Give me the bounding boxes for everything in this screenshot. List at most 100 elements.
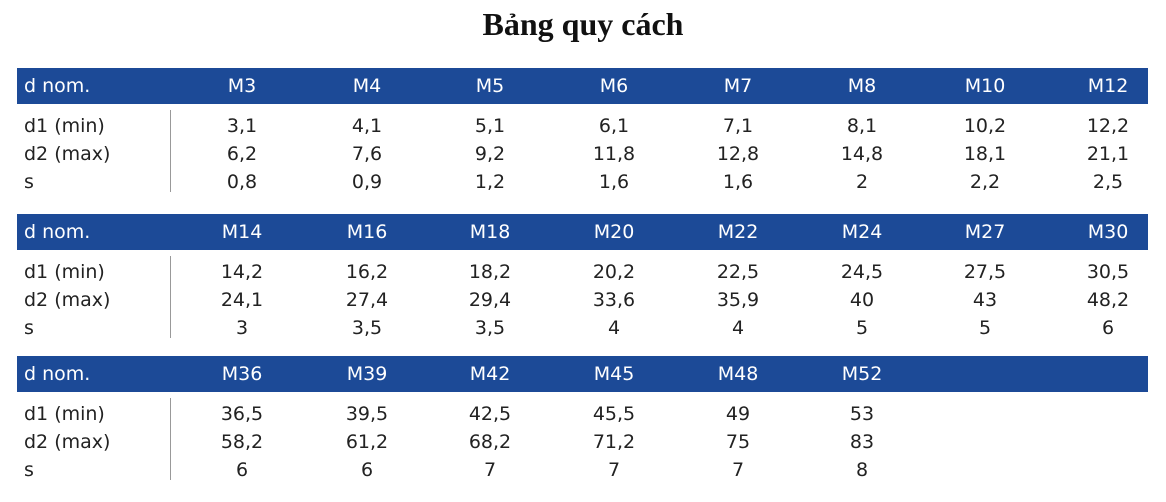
value: 48,2 [1086,289,1130,311]
value: 3 [235,317,249,339]
header-size: M12 [1087,75,1129,97]
value: 5,1 [474,115,506,137]
value: 61,2 [345,431,389,453]
value: 30,5 [1086,261,1130,283]
value: 14,8 [840,143,884,165]
value: 7,1 [722,115,754,137]
header-size: M36 [221,363,263,385]
value: 6 [1101,317,1115,339]
header-size: M8 [847,75,877,97]
header-size: M7 [723,75,753,97]
value: 7 [731,459,745,481]
header-bar [17,68,1148,104]
value: 2 [855,171,869,193]
header-bar [17,356,1148,392]
divider [170,256,171,338]
header-size: M39 [346,363,388,385]
value: 14,2 [220,261,264,283]
row-label: d2 (max) [24,431,111,453]
value: 1,6 [722,171,754,193]
value: 24,1 [220,289,264,311]
value: 6,2 [226,143,258,165]
value: 12,2 [1086,115,1130,137]
row-label: s [24,459,34,481]
header-size: M22 [717,221,759,243]
row-label: s [24,317,34,339]
value: 22,5 [716,261,760,283]
value: 7 [483,459,497,481]
header-size: M14 [221,221,263,243]
value: 8 [855,459,869,481]
value: 4,1 [351,115,383,137]
value: 8,1 [846,115,878,137]
header-size: M24 [841,221,883,243]
value: 7,6 [351,143,383,165]
value: 36,5 [220,403,264,425]
value: 71,2 [592,431,636,453]
value: 39,5 [345,403,389,425]
value: 20,2 [592,261,636,283]
value: 58,2 [220,431,264,453]
divider [170,398,171,480]
value: 11,8 [592,143,636,165]
value: 5 [978,317,992,339]
header-size: M48 [717,363,759,385]
value: 18,2 [468,261,512,283]
value: 35,9 [716,289,760,311]
row-label: d1 (min) [24,261,105,283]
value: 6,1 [598,115,630,137]
row-label: d2 (max) [24,143,111,165]
header-size: M45 [593,363,635,385]
value: 33,6 [592,289,636,311]
value: 5 [855,317,869,339]
value: 83 [849,431,875,453]
header-size: M10 [964,75,1006,97]
value: 75 [725,431,751,453]
header-size: M27 [964,221,1006,243]
value: 68,2 [468,431,512,453]
value: 9,2 [474,143,506,165]
value: 27,4 [345,289,389,311]
value: 4 [607,317,621,339]
value: 2,2 [969,171,1001,193]
header-size: M18 [469,221,511,243]
header-size: M52 [841,363,883,385]
header-size: M42 [469,363,511,385]
value: 7 [607,459,621,481]
title: Bảng quy cách [482,6,684,42]
value: 18,1 [963,143,1007,165]
header-size: M3 [227,75,257,97]
value: 45,5 [592,403,636,425]
row-label: d1 (min) [24,115,105,137]
value: 12,8 [716,143,760,165]
row-label: d2 (max) [24,289,111,311]
value: 1,6 [598,171,630,193]
value: 6 [360,459,374,481]
value: 3,5 [351,317,383,339]
header-bar [17,214,1148,250]
row-label: s [24,171,34,193]
row-label: d1 (min) [24,403,105,425]
value: 21,1 [1086,143,1130,165]
value: 6 [235,459,249,481]
header-size: M4 [352,75,382,97]
value: 1,2 [474,171,506,193]
value: 3,1 [226,115,258,137]
value: 2,5 [1092,171,1124,193]
header-label: d nom. [24,75,91,97]
value: 24,5 [840,261,884,283]
value: 3,5 [474,317,506,339]
value: 42,5 [468,403,512,425]
value: 16,2 [345,261,389,283]
value: 27,5 [963,261,1007,283]
header-size: M16 [346,221,388,243]
header-label: d nom. [24,363,91,385]
value: 4 [731,317,745,339]
divider [170,110,171,192]
value: 29,4 [468,289,512,311]
header-size: M20 [593,221,635,243]
header-size: M30 [1087,221,1129,243]
header-size: M6 [599,75,629,97]
value: 40 [849,289,875,311]
